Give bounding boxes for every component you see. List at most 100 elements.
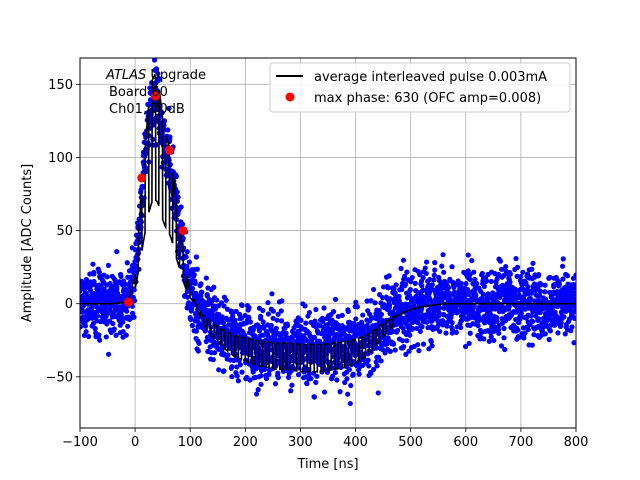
scatter-point bbox=[173, 173, 180, 180]
y-tick-label: 100 bbox=[48, 151, 73, 166]
scatter-point bbox=[104, 274, 110, 280]
scatter-point bbox=[258, 381, 264, 387]
scatter-point bbox=[229, 374, 235, 380]
scatter-point bbox=[374, 363, 380, 369]
scatter-point bbox=[404, 269, 410, 275]
scatter-point bbox=[525, 284, 531, 290]
scatter-point bbox=[387, 348, 393, 354]
scatter-point bbox=[408, 279, 414, 285]
scatter-point bbox=[401, 273, 408, 279]
scatter-point bbox=[251, 333, 258, 339]
scatter-point bbox=[419, 283, 425, 289]
scatter-point bbox=[105, 262, 111, 268]
scatter-point bbox=[564, 273, 571, 279]
scatter-point bbox=[423, 259, 430, 265]
scatter-point bbox=[429, 343, 435, 349]
scatter-point bbox=[528, 296, 534, 302]
scatter-point bbox=[529, 266, 535, 272]
scatter-point bbox=[320, 318, 326, 324]
scatter-point bbox=[256, 328, 263, 334]
scatter-point bbox=[569, 324, 575, 330]
scatter-point bbox=[467, 330, 473, 336]
scatter-point bbox=[353, 299, 359, 305]
scatter-point bbox=[335, 313, 341, 320]
scatter-point bbox=[458, 324, 464, 331]
scatter-point bbox=[191, 272, 197, 278]
scatter-point bbox=[415, 320, 421, 326]
scatter-point bbox=[453, 329, 459, 335]
y-axis-label: Amplitude [ADC Counts] bbox=[20, 164, 35, 322]
scatter-point bbox=[112, 313, 118, 320]
scatter-point bbox=[491, 337, 497, 344]
scatter-point bbox=[279, 298, 285, 304]
annotation-line3: Ch01, 70dB bbox=[109, 102, 185, 117]
scatter-point bbox=[221, 368, 227, 374]
scatter-point bbox=[167, 134, 173, 140]
scatter-point bbox=[365, 357, 371, 363]
scatter-point bbox=[392, 290, 398, 296]
scatter-point bbox=[465, 252, 471, 258]
scatter-point bbox=[386, 273, 392, 279]
scatter-point bbox=[449, 320, 455, 326]
legend-label-points: max phase: 630 (OFC amp=0.008) bbox=[314, 91, 541, 106]
scatter-point bbox=[105, 351, 112, 357]
scatter-point bbox=[412, 280, 418, 286]
scatter-point bbox=[529, 342, 535, 348]
scatter-point bbox=[373, 359, 379, 365]
scatter-point bbox=[272, 381, 279, 387]
scatter-point bbox=[356, 371, 362, 377]
scatter-point bbox=[353, 316, 359, 322]
annotation: ATLAS Upgrade Board 60 Ch01, 70dB bbox=[105, 68, 206, 117]
scatter-point bbox=[350, 371, 356, 377]
scatter-point bbox=[90, 261, 96, 267]
x-tick-label: −100 bbox=[62, 435, 98, 450]
scatter-point bbox=[98, 296, 104, 302]
scatter-point bbox=[368, 370, 374, 376]
scatter-point bbox=[414, 325, 420, 332]
scatter-point bbox=[125, 323, 131, 329]
scatter-point bbox=[520, 269, 526, 275]
scatter-point bbox=[304, 381, 310, 387]
scatter-point bbox=[417, 272, 423, 278]
scatter-point bbox=[402, 281, 409, 287]
scatter-point bbox=[573, 296, 576, 303]
scatter-point bbox=[193, 328, 199, 334]
scatter-point bbox=[225, 352, 231, 358]
scatter-point bbox=[91, 271, 97, 277]
scatter-point bbox=[528, 313, 534, 319]
x-tick-label: 0 bbox=[131, 435, 139, 450]
scatter-point bbox=[87, 271, 93, 277]
scatter-point bbox=[96, 269, 102, 275]
scatter-point bbox=[513, 255, 519, 262]
legend: average interleaved pulse 0.003mA max ph… bbox=[269, 62, 571, 113]
scatter-point bbox=[423, 270, 429, 277]
scatter-point bbox=[507, 271, 513, 277]
scatter-point bbox=[96, 332, 102, 338]
scatter-point bbox=[92, 326, 98, 332]
scatter-point bbox=[151, 58, 158, 63]
scatter-point bbox=[470, 309, 476, 315]
scatter-point bbox=[449, 330, 455, 336]
scatter-point bbox=[311, 334, 318, 340]
scatter-point bbox=[409, 274, 415, 281]
scatter-point bbox=[332, 369, 339, 376]
scatter-point bbox=[488, 311, 494, 318]
x-tick-label: 800 bbox=[564, 435, 589, 450]
scatter-point bbox=[458, 280, 464, 287]
scatter-point bbox=[463, 281, 469, 287]
scatter-point bbox=[466, 340, 472, 347]
scatter-point bbox=[114, 249, 120, 255]
scatter-point bbox=[235, 378, 241, 384]
scatter-point bbox=[189, 322, 195, 329]
scatter-point bbox=[122, 281, 128, 287]
scatter-point bbox=[390, 341, 397, 347]
scatter-point bbox=[303, 320, 309, 326]
max-phase-point bbox=[151, 91, 161, 101]
scatter-point bbox=[313, 306, 319, 313]
scatter-point bbox=[440, 285, 446, 291]
scatter-point bbox=[295, 372, 302, 378]
scatter-point bbox=[427, 276, 433, 283]
scatter-point bbox=[420, 341, 427, 347]
scatter-point bbox=[488, 278, 494, 285]
scatter-point bbox=[188, 316, 194, 322]
